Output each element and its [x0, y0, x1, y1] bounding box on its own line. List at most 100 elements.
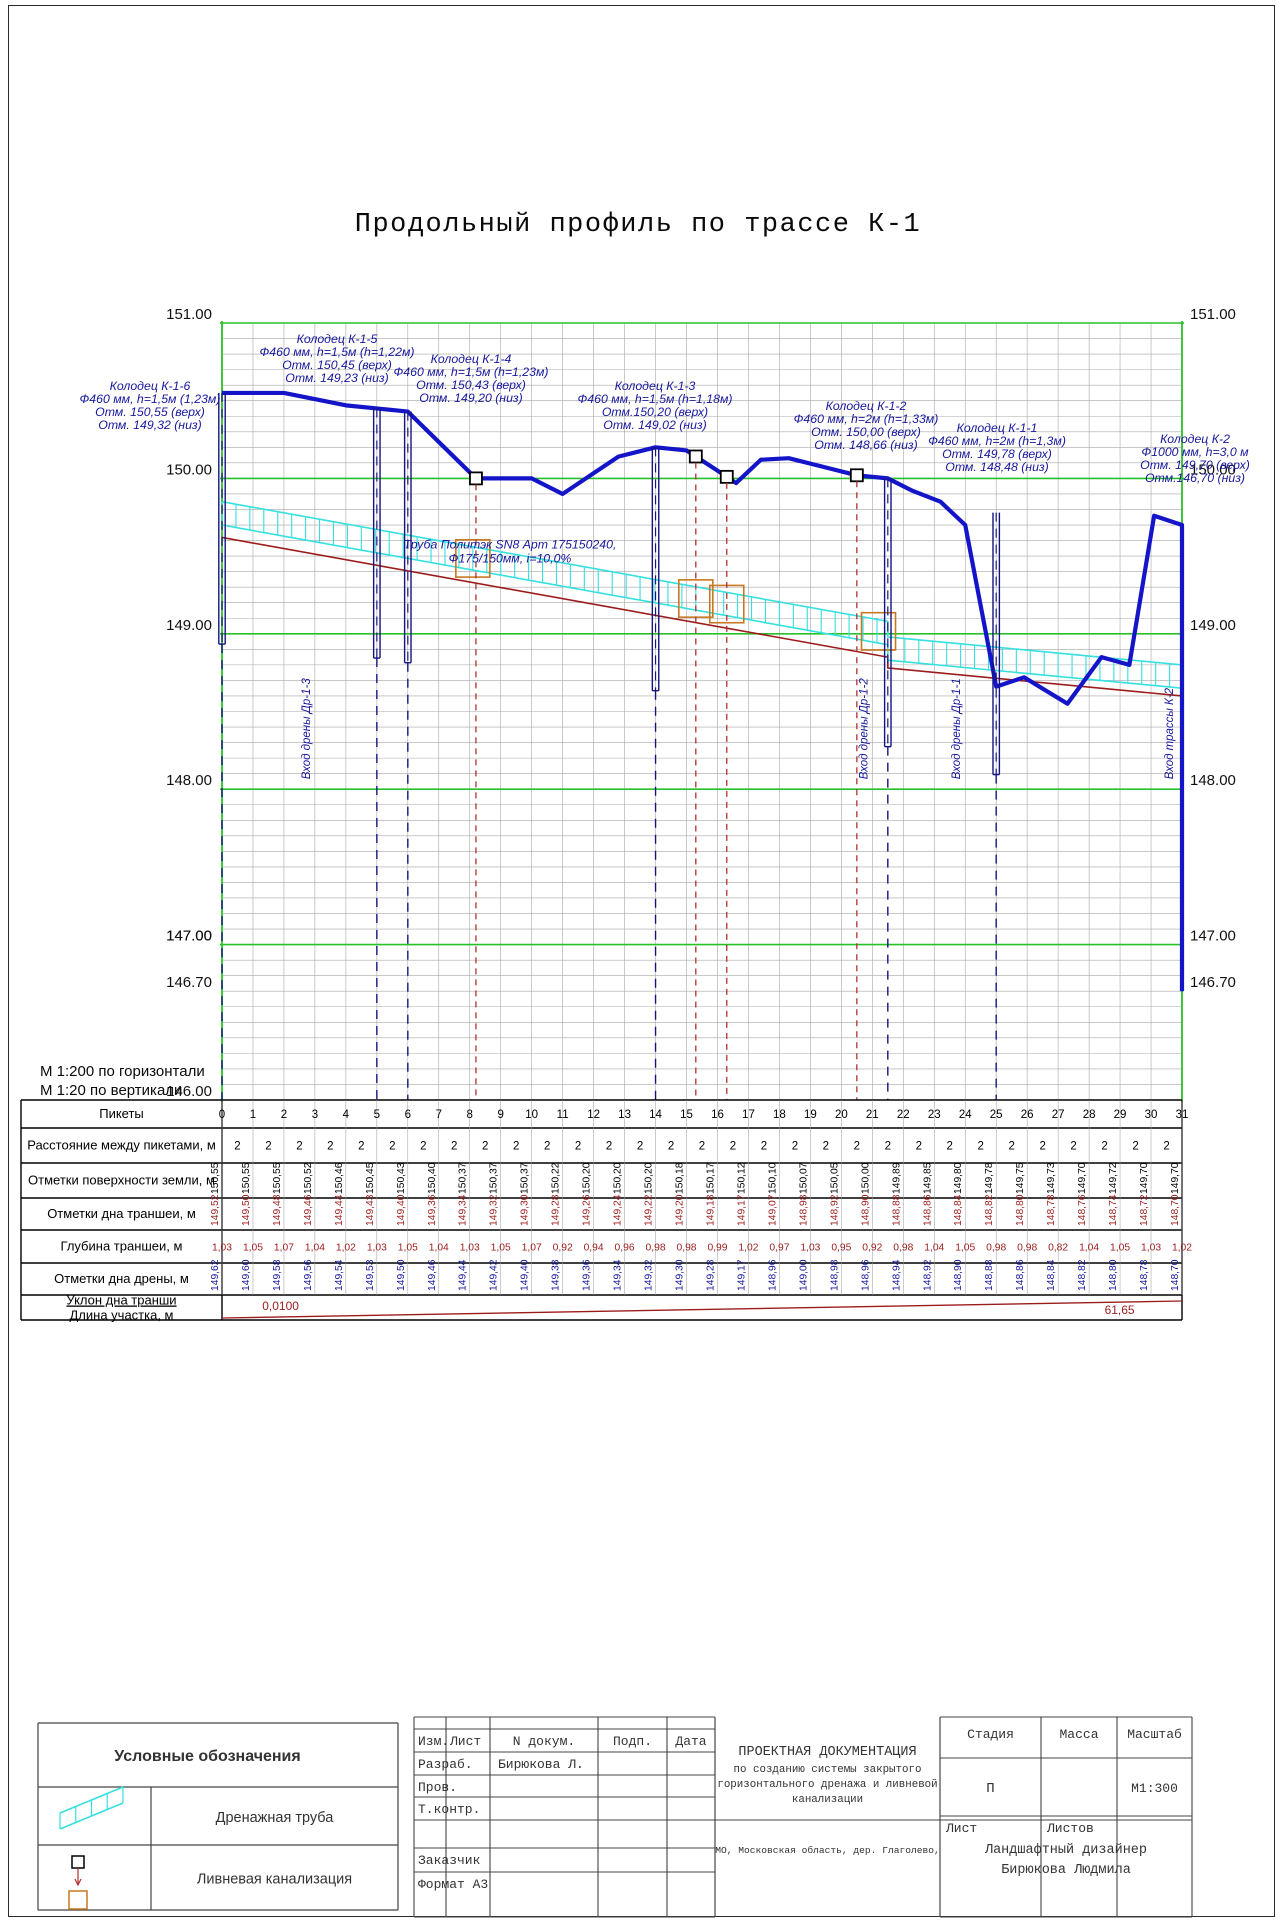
svg-text:149,32: 149,32 — [644, 1259, 655, 1291]
svg-text:1,03: 1,03 — [800, 1243, 820, 1254]
svg-text:Подп.: Подп. — [613, 1734, 652, 1749]
svg-text:Отм. 148,48 (низ): Отм. 148,48 (низ) — [945, 460, 1048, 474]
svg-text:8: 8 — [467, 1109, 473, 1121]
svg-text:1,04: 1,04 — [924, 1243, 944, 1254]
svg-text:0,0100: 0,0100 — [262, 1299, 299, 1313]
svg-text:148,82: 148,82 — [1077, 1259, 1088, 1291]
svg-text:2: 2 — [234, 1141, 240, 1153]
svg-text:Лист: Лист — [945, 1821, 977, 1836]
svg-text:0,98: 0,98 — [986, 1243, 1006, 1254]
svg-text:Ф1000 мм, h=3,0 м: Ф1000 мм, h=3,0 м — [1141, 445, 1249, 459]
svg-text:148,92: 148,92 — [829, 1194, 840, 1226]
svg-text:15: 15 — [680, 1109, 693, 1121]
svg-text:148,96: 148,96 — [767, 1259, 778, 1291]
svg-text:2: 2 — [699, 1141, 705, 1153]
svg-text:28: 28 — [1083, 1109, 1096, 1121]
svg-text:2: 2 — [482, 1141, 488, 1153]
svg-text:Отм.150,20 (верх): Отм.150,20 (верх) — [602, 405, 708, 419]
svg-text:148,86: 148,86 — [922, 1194, 933, 1226]
svg-text:149,42: 149,42 — [489, 1259, 500, 1291]
svg-text:Колодец К-1-3: Колодец К-1-3 — [615, 379, 696, 393]
svg-text:2: 2 — [513, 1141, 519, 1153]
svg-text:М1:300: М1:300 — [1131, 1781, 1178, 1796]
svg-text:0,94: 0,94 — [584, 1243, 604, 1254]
svg-text:149,85: 149,85 — [922, 1162, 933, 1194]
svg-text:31: 31 — [1176, 1109, 1189, 1121]
svg-text:Глубина траншеи, м: Глубина траншеи, м — [61, 1239, 183, 1254]
svg-text:150,52: 150,52 — [303, 1162, 314, 1194]
svg-text:1,02: 1,02 — [1172, 1243, 1192, 1254]
svg-text:149,46: 149,46 — [427, 1259, 438, 1291]
svg-text:2: 2 — [1039, 1141, 1045, 1153]
svg-text:Масштаб: Масштаб — [1127, 1727, 1182, 1742]
svg-text:Колодец К-1-1: Колодец К-1-1 — [957, 421, 1038, 435]
svg-text:2: 2 — [327, 1141, 333, 1153]
svg-text:Ф460 мм, h=1,5м (h=1,23м): Ф460 мм, h=1,5м (h=1,23м) — [394, 365, 549, 379]
svg-text:21: 21 — [866, 1109, 879, 1121]
svg-text:149,46: 149,46 — [303, 1194, 314, 1226]
svg-text:149,00: 149,00 — [798, 1259, 809, 1291]
svg-text:149,26: 149,26 — [582, 1194, 593, 1226]
svg-text:26: 26 — [1021, 1109, 1034, 1121]
svg-text:4: 4 — [343, 1109, 350, 1121]
svg-text:149,54: 149,54 — [334, 1259, 345, 1291]
svg-text:2: 2 — [544, 1141, 550, 1153]
svg-text:2: 2 — [281, 1109, 287, 1121]
svg-text:0,92: 0,92 — [553, 1243, 573, 1254]
svg-text:150.00: 150.00 — [166, 461, 212, 478]
svg-text:2: 2 — [296, 1141, 302, 1153]
svg-text:Формат А3: Формат А3 — [418, 1877, 488, 1892]
svg-text:Отметки поверхности земли, м: Отметки поверхности земли, м — [28, 1173, 215, 1188]
svg-text:149.00: 149.00 — [166, 617, 212, 634]
svg-text:1,02: 1,02 — [336, 1243, 356, 1254]
svg-text:148,78: 148,78 — [1046, 1194, 1057, 1226]
svg-text:148,98: 148,98 — [798, 1194, 809, 1226]
svg-text:148,84: 148,84 — [1046, 1259, 1057, 1291]
svg-text:1,02: 1,02 — [738, 1243, 758, 1254]
svg-text:2: 2 — [885, 1141, 891, 1153]
svg-text:Колодец К-1-4: Колодец К-1-4 — [431, 352, 512, 366]
svg-text:149,20: 149,20 — [675, 1194, 686, 1226]
svg-text:Пров.: Пров. — [418, 1780, 457, 1795]
svg-text:Отметки дна траншеи, м: Отметки дна траншеи, м — [47, 1206, 196, 1221]
svg-text:149,17: 149,17 — [736, 1259, 747, 1291]
svg-text:N докум.: N докум. — [513, 1734, 575, 1749]
svg-text:149,22: 149,22 — [644, 1194, 655, 1226]
svg-text:Расстояние между пикетами, м: Расстояние между пикетами, м — [27, 1138, 216, 1153]
svg-text:Ф460 мм, h=2м (h=1,3м): Ф460 мм, h=2м (h=1,3м) — [928, 434, 1066, 448]
svg-text:149,70: 149,70 — [1170, 1162, 1181, 1194]
svg-text:1,05: 1,05 — [243, 1243, 263, 1254]
svg-text:150,00: 150,00 — [860, 1162, 871, 1194]
svg-text:2: 2 — [1070, 1141, 1076, 1153]
svg-text:149,24: 149,24 — [613, 1194, 624, 1226]
svg-text:13: 13 — [618, 1109, 631, 1121]
svg-text:149,30: 149,30 — [520, 1194, 531, 1226]
svg-text:150,05: 150,05 — [829, 1162, 840, 1194]
svg-text:147.00: 147.00 — [1190, 928, 1236, 945]
svg-text:Отм. 149,70 (верх): Отм. 149,70 (верх) — [1140, 458, 1250, 472]
svg-text:148,76: 148,76 — [1077, 1194, 1088, 1226]
svg-text:2: 2 — [730, 1141, 736, 1153]
svg-text:148,80: 148,80 — [1015, 1194, 1026, 1226]
svg-text:6: 6 — [405, 1109, 411, 1121]
svg-text:149,58: 149,58 — [272, 1259, 283, 1291]
svg-text:148,90: 148,90 — [860, 1194, 871, 1226]
svg-text:148,80: 148,80 — [1108, 1259, 1119, 1291]
svg-text:Ф460 мм, h=1,5м (1,23м): Ф460 мм, h=1,5м (1,23м) — [80, 392, 221, 406]
svg-text:148,70: 148,70 — [1170, 1259, 1181, 1291]
svg-text:Дата: Дата — [675, 1734, 706, 1749]
svg-text:14: 14 — [649, 1109, 662, 1121]
svg-text:149,89: 149,89 — [891, 1162, 902, 1194]
svg-text:150,37: 150,37 — [489, 1162, 500, 1194]
svg-text:149,62: 149,62 — [210, 1259, 221, 1291]
svg-text:150,43: 150,43 — [396, 1162, 407, 1194]
svg-text:7: 7 — [436, 1109, 442, 1121]
svg-text:канализации: канализации — [792, 1794, 863, 1806]
svg-text:Колодец К-2: Колодец К-2 — [1160, 432, 1230, 446]
svg-text:148,84: 148,84 — [953, 1194, 964, 1226]
svg-text:МО, Московская область, дер. Г: МО, Московская область, дер. Глаголево, — [715, 1845, 940, 1856]
svg-text:Т.контр.: Т.контр. — [418, 1802, 480, 1817]
svg-text:2: 2 — [606, 1141, 612, 1153]
svg-text:150,55: 150,55 — [272, 1162, 283, 1194]
svg-text:149,72: 149,72 — [1108, 1162, 1119, 1194]
